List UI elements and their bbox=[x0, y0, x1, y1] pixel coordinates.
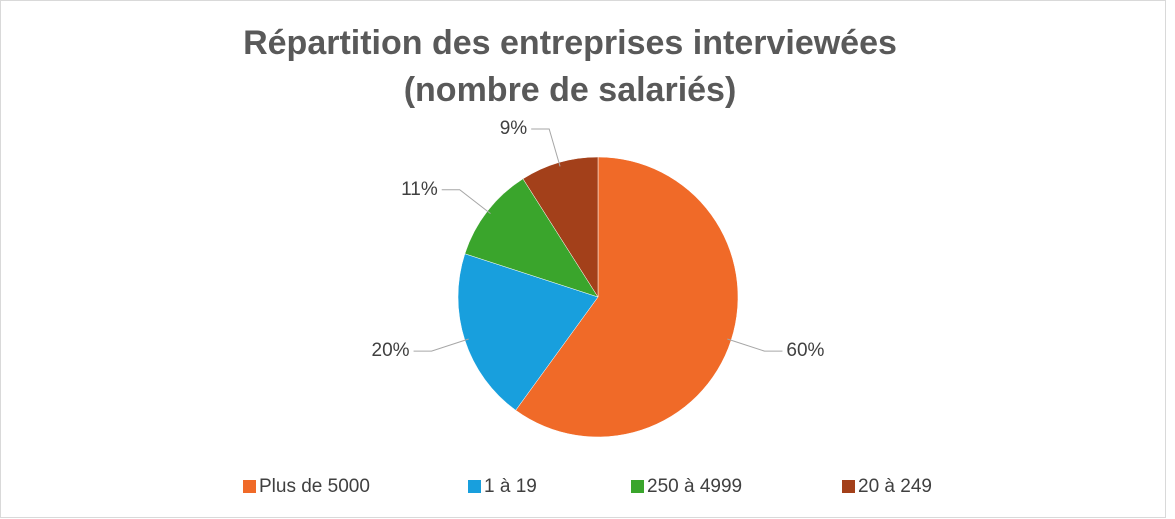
legend-label: 1 à 19 bbox=[484, 476, 537, 497]
legend-swatch bbox=[631, 480, 644, 493]
legend-swatch bbox=[842, 480, 855, 493]
legend-label: Plus de 5000 bbox=[259, 476, 370, 497]
chart-title: (nombre de salariés) bbox=[404, 71, 737, 109]
leader-line bbox=[727, 338, 783, 352]
data-label: 60% bbox=[786, 340, 824, 361]
leader-line bbox=[441, 189, 491, 215]
chart-title: Répartition des entreprises interviewées bbox=[243, 24, 897, 62]
legend-swatch bbox=[243, 480, 256, 493]
legend-label: 20 à 249 bbox=[858, 476, 932, 497]
leader-line bbox=[531, 128, 561, 167]
legend-label: 250 à 4999 bbox=[647, 476, 742, 497]
legend-swatch bbox=[468, 480, 481, 493]
data-label: 20% bbox=[372, 340, 410, 361]
leader-line bbox=[413, 338, 469, 352]
data-label: 11% bbox=[401, 179, 438, 200]
data-label: 9% bbox=[500, 118, 528, 139]
